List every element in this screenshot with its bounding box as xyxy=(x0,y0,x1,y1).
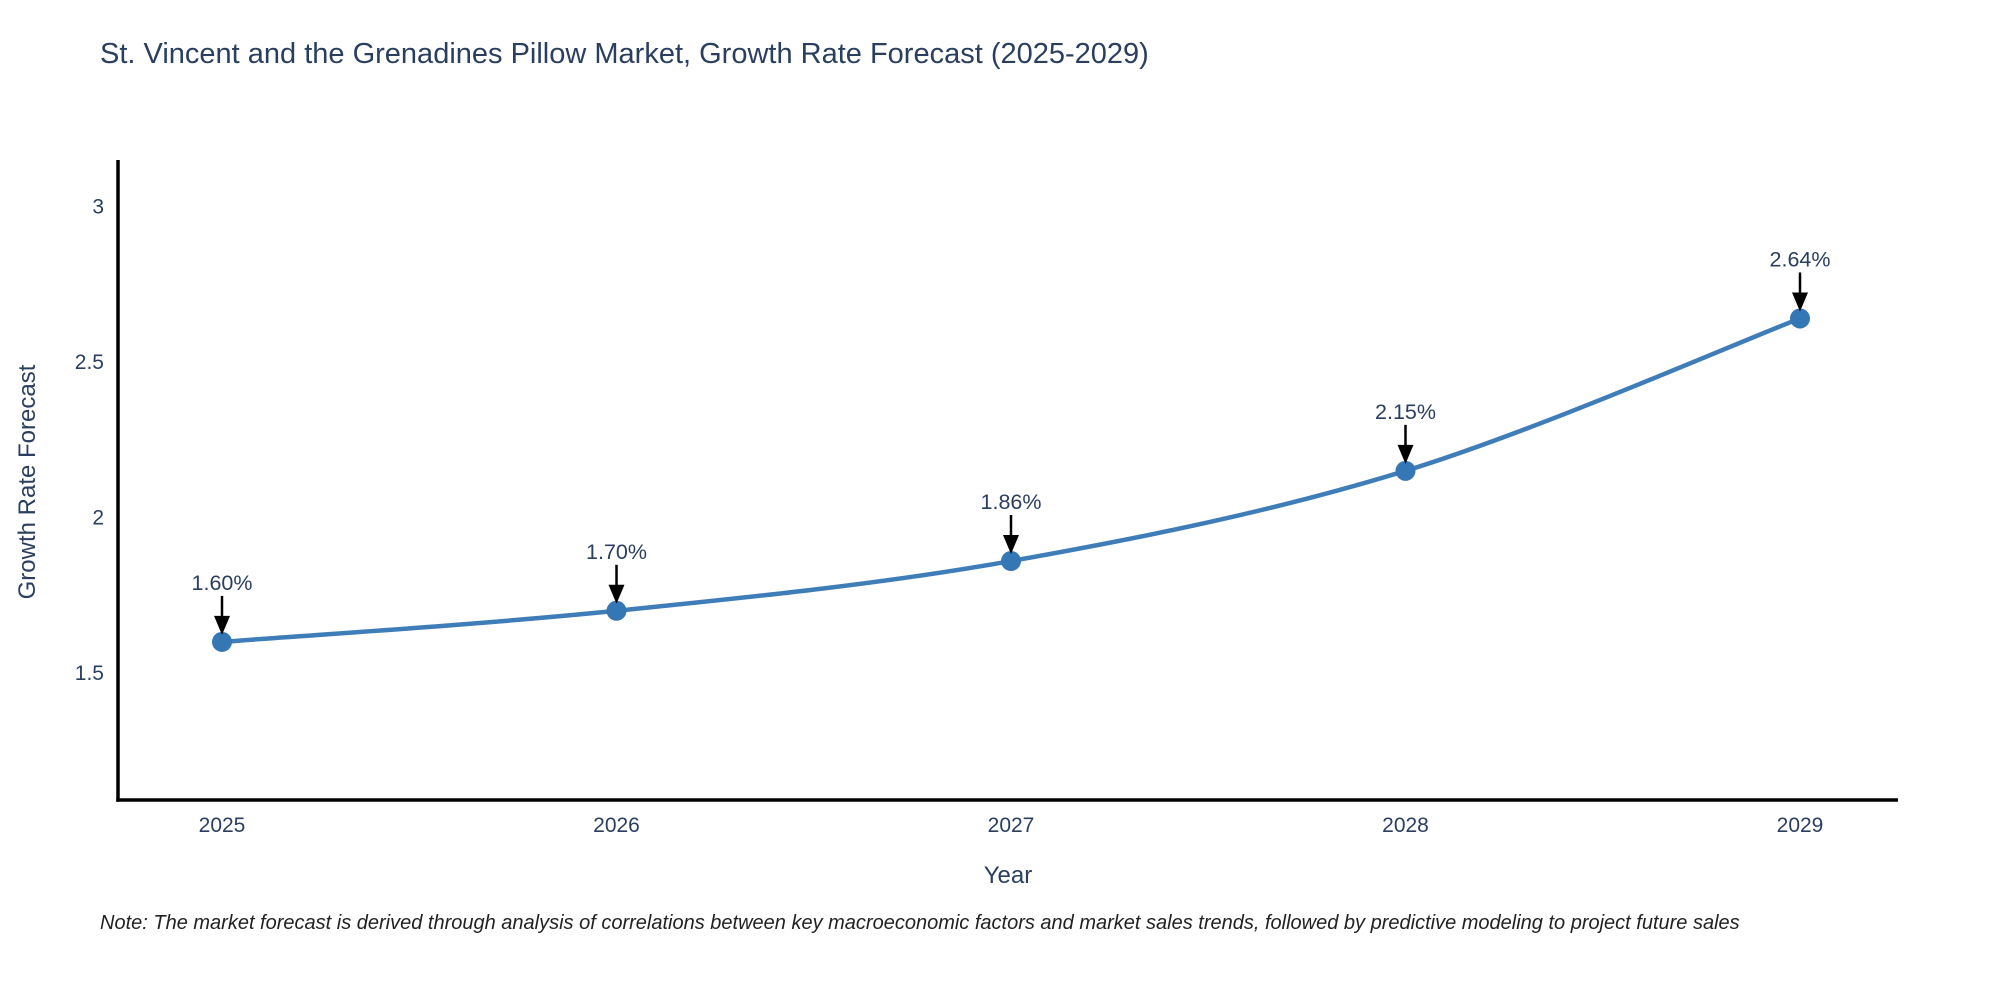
annotation-arrow-head xyxy=(1003,535,1019,555)
annotation-arrow-head xyxy=(1792,292,1808,312)
data-point-label: 1.60% xyxy=(192,571,253,595)
chart-footnote: Note: The market forecast is derived thr… xyxy=(100,912,1740,934)
y-tick-label: 2 xyxy=(92,507,104,530)
x-tick-label: 2025 xyxy=(199,814,246,837)
x-tick-label: 2028 xyxy=(1382,814,1429,837)
annotation-arrow-head xyxy=(608,584,625,604)
data-point-marker xyxy=(1790,308,1810,329)
y-tick-label: 1.5 xyxy=(75,662,104,685)
data-point-label: 2.15% xyxy=(1375,400,1436,424)
x-tick-label: 2026 xyxy=(593,814,640,837)
data-point-label: 2.64% xyxy=(1770,247,1831,271)
y-tick-label: 3 xyxy=(92,196,104,219)
y-axis-title: Growth Rate Forecast xyxy=(14,364,41,600)
chart-title: St. Vincent and the Grenadines Pillow Ma… xyxy=(100,38,1149,70)
data-point-marker xyxy=(606,600,627,621)
y-tick-label: 2.5 xyxy=(75,351,104,374)
data-point-marker xyxy=(1001,551,1021,572)
annotation-arrow-head xyxy=(214,615,230,635)
x-tick-label: 2027 xyxy=(988,814,1035,837)
data-point-marker xyxy=(212,631,232,652)
data-point-label: 1.86% xyxy=(981,490,1042,514)
data-point-marker xyxy=(1395,460,1416,481)
x-axis-title: Year xyxy=(983,862,1033,889)
data-point-label: 1.70% xyxy=(586,540,647,564)
annotation-arrow-head xyxy=(1397,444,1414,464)
x-tick-label: 2029 xyxy=(1777,814,1824,837)
forecast-line-series xyxy=(219,316,1803,645)
